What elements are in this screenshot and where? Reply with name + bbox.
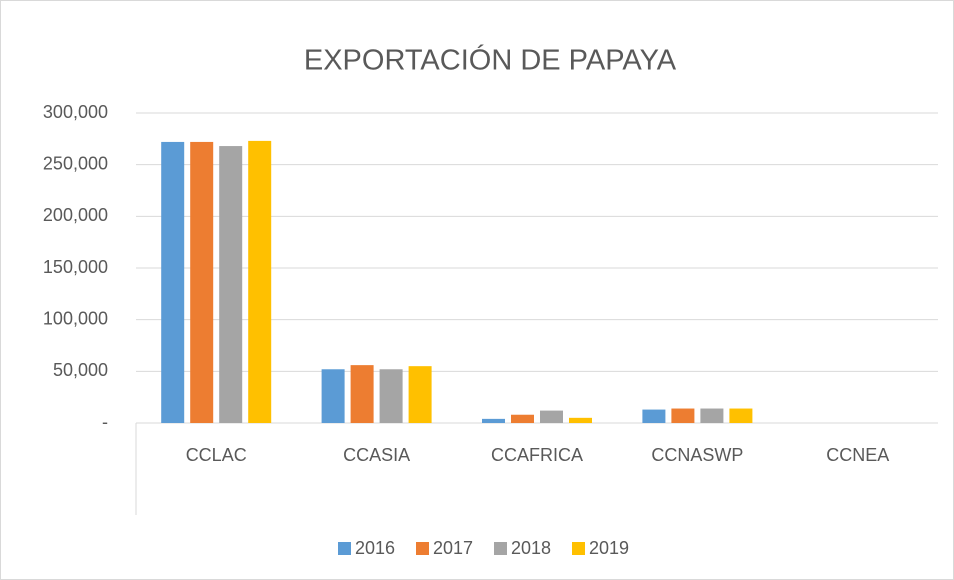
x-tick-label: CCNEA xyxy=(826,445,889,465)
legend-swatch xyxy=(572,542,585,555)
bar xyxy=(408,366,432,423)
legend-label: 2019 xyxy=(589,538,629,558)
bar xyxy=(511,414,534,423)
bar xyxy=(161,141,185,423)
y-tick-label: 100,000 xyxy=(43,308,108,328)
bar xyxy=(569,417,592,423)
legend-swatch xyxy=(494,542,507,555)
bar xyxy=(540,410,563,423)
legend-label: 2016 xyxy=(355,538,395,558)
legend-swatch xyxy=(416,542,429,555)
bar xyxy=(671,408,695,423)
y-tick-label: 300,000 xyxy=(43,102,108,122)
bar xyxy=(700,408,724,423)
legend-label: 2017 xyxy=(433,538,473,558)
y-tick-label: 150,000 xyxy=(43,257,108,277)
bar xyxy=(219,146,243,424)
x-tick-label: CCLAC xyxy=(186,445,247,465)
bar xyxy=(321,369,345,423)
x-tick-label: CCASIA xyxy=(343,445,410,465)
y-tick-label: - xyxy=(102,412,108,432)
y-tick-label: 200,000 xyxy=(43,205,108,225)
legend-label: 2018 xyxy=(511,538,551,558)
x-tick-label: CCAFRICA xyxy=(491,445,583,465)
chart-title: EXPORTACIÓN DE PAPAYA xyxy=(304,44,677,77)
bar xyxy=(482,418,505,423)
x-tick-label: CCNASWP xyxy=(651,445,743,465)
legend-swatch xyxy=(338,542,351,555)
bar xyxy=(190,141,214,423)
bar xyxy=(350,365,374,423)
bar xyxy=(379,369,403,423)
bar xyxy=(729,408,753,423)
bar xyxy=(248,140,272,423)
y-tick-label: 250,000 xyxy=(43,153,108,173)
bar xyxy=(642,409,666,423)
y-tick-label: 50,000 xyxy=(53,360,108,380)
